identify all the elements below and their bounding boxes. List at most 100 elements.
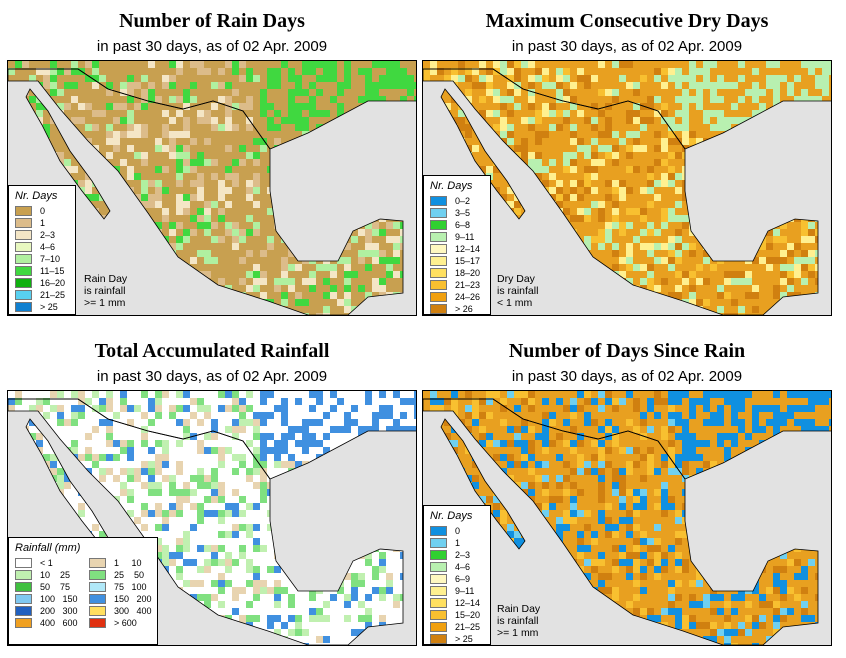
legend-swatch	[15, 242, 32, 252]
legend-item: 15–20	[430, 609, 484, 621]
legend-item: 1	[430, 537, 484, 549]
legend-swatch	[430, 208, 447, 218]
legend-items: < 1 1 10 10 25 25 50 50 75 75 100 100 150 150 2…	[15, 557, 152, 629]
legend-items: 0 1 2–3 4–6 7–10 11–15 16–20 21–25 > 25	[15, 205, 69, 313]
legend-swatch	[15, 558, 32, 568]
map-canvas	[423, 61, 831, 315]
legend-swatch	[89, 594, 106, 604]
legend-item: 11–15	[15, 265, 69, 277]
legend-label: 0	[40, 206, 46, 216]
legend-item: 7–10	[15, 253, 69, 265]
note-line: Rain Day	[84, 273, 128, 285]
note-line: is rainfall	[84, 285, 126, 297]
note-line: >= 1 mm	[497, 627, 539, 639]
legend-swatch	[430, 232, 447, 242]
map-dry-days[interactable]: Nr. Days 0–2 3–5 6–8 9–11 12–14 15–17 18–20 21–…	[422, 60, 832, 316]
legend-item: 6–9	[430, 573, 484, 585]
legend-item: 2–3	[430, 549, 484, 561]
map-rain-days[interactable]: Nr. Days 0 1 2–3 4–6 7–10 11–15 16–20 21–25 > 25…	[7, 60, 417, 316]
legend-swatch	[15, 278, 32, 288]
map-canvas	[423, 391, 831, 645]
legend-swatch	[89, 618, 106, 628]
legend-items: 0–2 3–5 6–8 9–11 12–14 15–17 18–20 21–23 24–26 > …	[430, 195, 484, 315]
legend-item: 25 50	[89, 569, 159, 581]
legend-swatch	[15, 594, 32, 604]
legend-label: 10 25	[40, 570, 71, 580]
legend-label: 9–11	[455, 232, 475, 242]
legend-label: 100 150	[40, 594, 78, 604]
legend-label: 2–3	[455, 550, 471, 560]
map-note: Dry Day is rainfall < 1 mm	[497, 273, 538, 309]
legend-item: 1	[15, 217, 69, 229]
legend-item: 0	[15, 205, 69, 217]
legend-swatch	[15, 618, 32, 628]
legend-label: > 26	[455, 304, 473, 314]
map-days-since-rain[interactable]: Nr. Days 0 1 2–3 4–6 6–9 9–11 12–14 15–20 21–25 >…	[422, 390, 832, 646]
legend-label: 16–20	[40, 278, 66, 288]
legend-label: 1	[40, 218, 46, 228]
legend-label: 4–6	[455, 562, 471, 572]
legend-label: > 25	[455, 634, 473, 644]
legend-label: 0	[455, 526, 461, 536]
legend-title: Rainfall (mm)	[15, 542, 81, 554]
border-line	[423, 398, 686, 480]
legend-label: 75 100	[114, 582, 147, 592]
coastline	[440, 88, 526, 220]
legend-item: 2–3	[15, 229, 69, 241]
legend-item: 400 600	[15, 617, 89, 629]
legend-swatch	[430, 550, 447, 560]
legend-swatch	[430, 280, 447, 290]
legend-label: 2–3	[40, 230, 56, 240]
legend-label: > 600	[114, 618, 137, 628]
legend-swatch	[430, 244, 447, 254]
legend-item: 3–5	[430, 207, 484, 219]
legend-label: 24–26	[455, 292, 481, 302]
legend-title: Nr. Days	[430, 510, 473, 522]
legend-label: 7–10	[40, 254, 61, 264]
note-line: is rainfall	[497, 285, 539, 297]
legend-swatch	[89, 582, 106, 592]
legend-swatch	[430, 196, 447, 206]
legend-label: 15–20	[455, 610, 481, 620]
legend-item: 0	[430, 525, 484, 537]
legend-swatch	[430, 292, 447, 302]
legend-item: 75 100	[89, 581, 159, 593]
legend-label: 11–15	[40, 266, 65, 276]
map-total-rainfall[interactable]: Rainfall (mm) < 1 1 10 10 25 25 50 50 75 75 1…	[7, 390, 417, 646]
coastline	[25, 88, 111, 220]
legend-label: 150 200	[114, 594, 152, 604]
border-line	[423, 68, 686, 150]
note-line: < 1 mm	[497, 297, 533, 309]
legend-swatch	[15, 582, 32, 592]
legend-item: 16–20	[15, 277, 69, 289]
coastline	[269, 100, 416, 150]
legend-label: 6–8	[455, 220, 471, 230]
legend-swatch	[430, 586, 447, 596]
map-canvas	[8, 61, 416, 315]
note-line: Rain Day	[497, 603, 541, 615]
map-note: Rain Day is rainfall >= 1 mm	[84, 273, 127, 309]
legend-label: 21–23	[455, 280, 481, 290]
legend-swatch	[430, 220, 447, 230]
coastline	[684, 100, 831, 150]
legend-item: 9–11	[430, 585, 484, 597]
legend-item: > 25	[430, 633, 484, 645]
panel-title: Number of Rain Days	[119, 10, 305, 32]
legend-swatch	[89, 606, 106, 616]
legend: Nr. Days 0–2 3–5 6–8 9–11 12–14 15–17 18–20 21–…	[423, 175, 491, 315]
legend-item: 50 75	[15, 581, 89, 593]
legend-swatch	[430, 598, 447, 608]
legend-swatch	[430, 562, 447, 572]
panel-subtitle: in past 30 days, as of 02 Apr. 2009	[96, 38, 328, 55]
legend-swatch	[15, 266, 32, 276]
panel-subtitle: in past 30 days, as of 02 Apr. 2009	[511, 368, 743, 385]
legend-label: 21–25	[40, 290, 66, 300]
legend-swatch	[15, 302, 32, 312]
legend-item: 24–26	[430, 291, 484, 303]
legend-label: 1	[455, 538, 461, 548]
panel-subtitle: in past 30 days, as of 02 Apr. 2009	[96, 368, 328, 385]
legend-label: 21–25	[455, 622, 481, 632]
legend-swatch	[15, 206, 32, 216]
legend-item: 4–6	[15, 241, 69, 253]
legend-title: Nr. Days	[15, 190, 58, 202]
